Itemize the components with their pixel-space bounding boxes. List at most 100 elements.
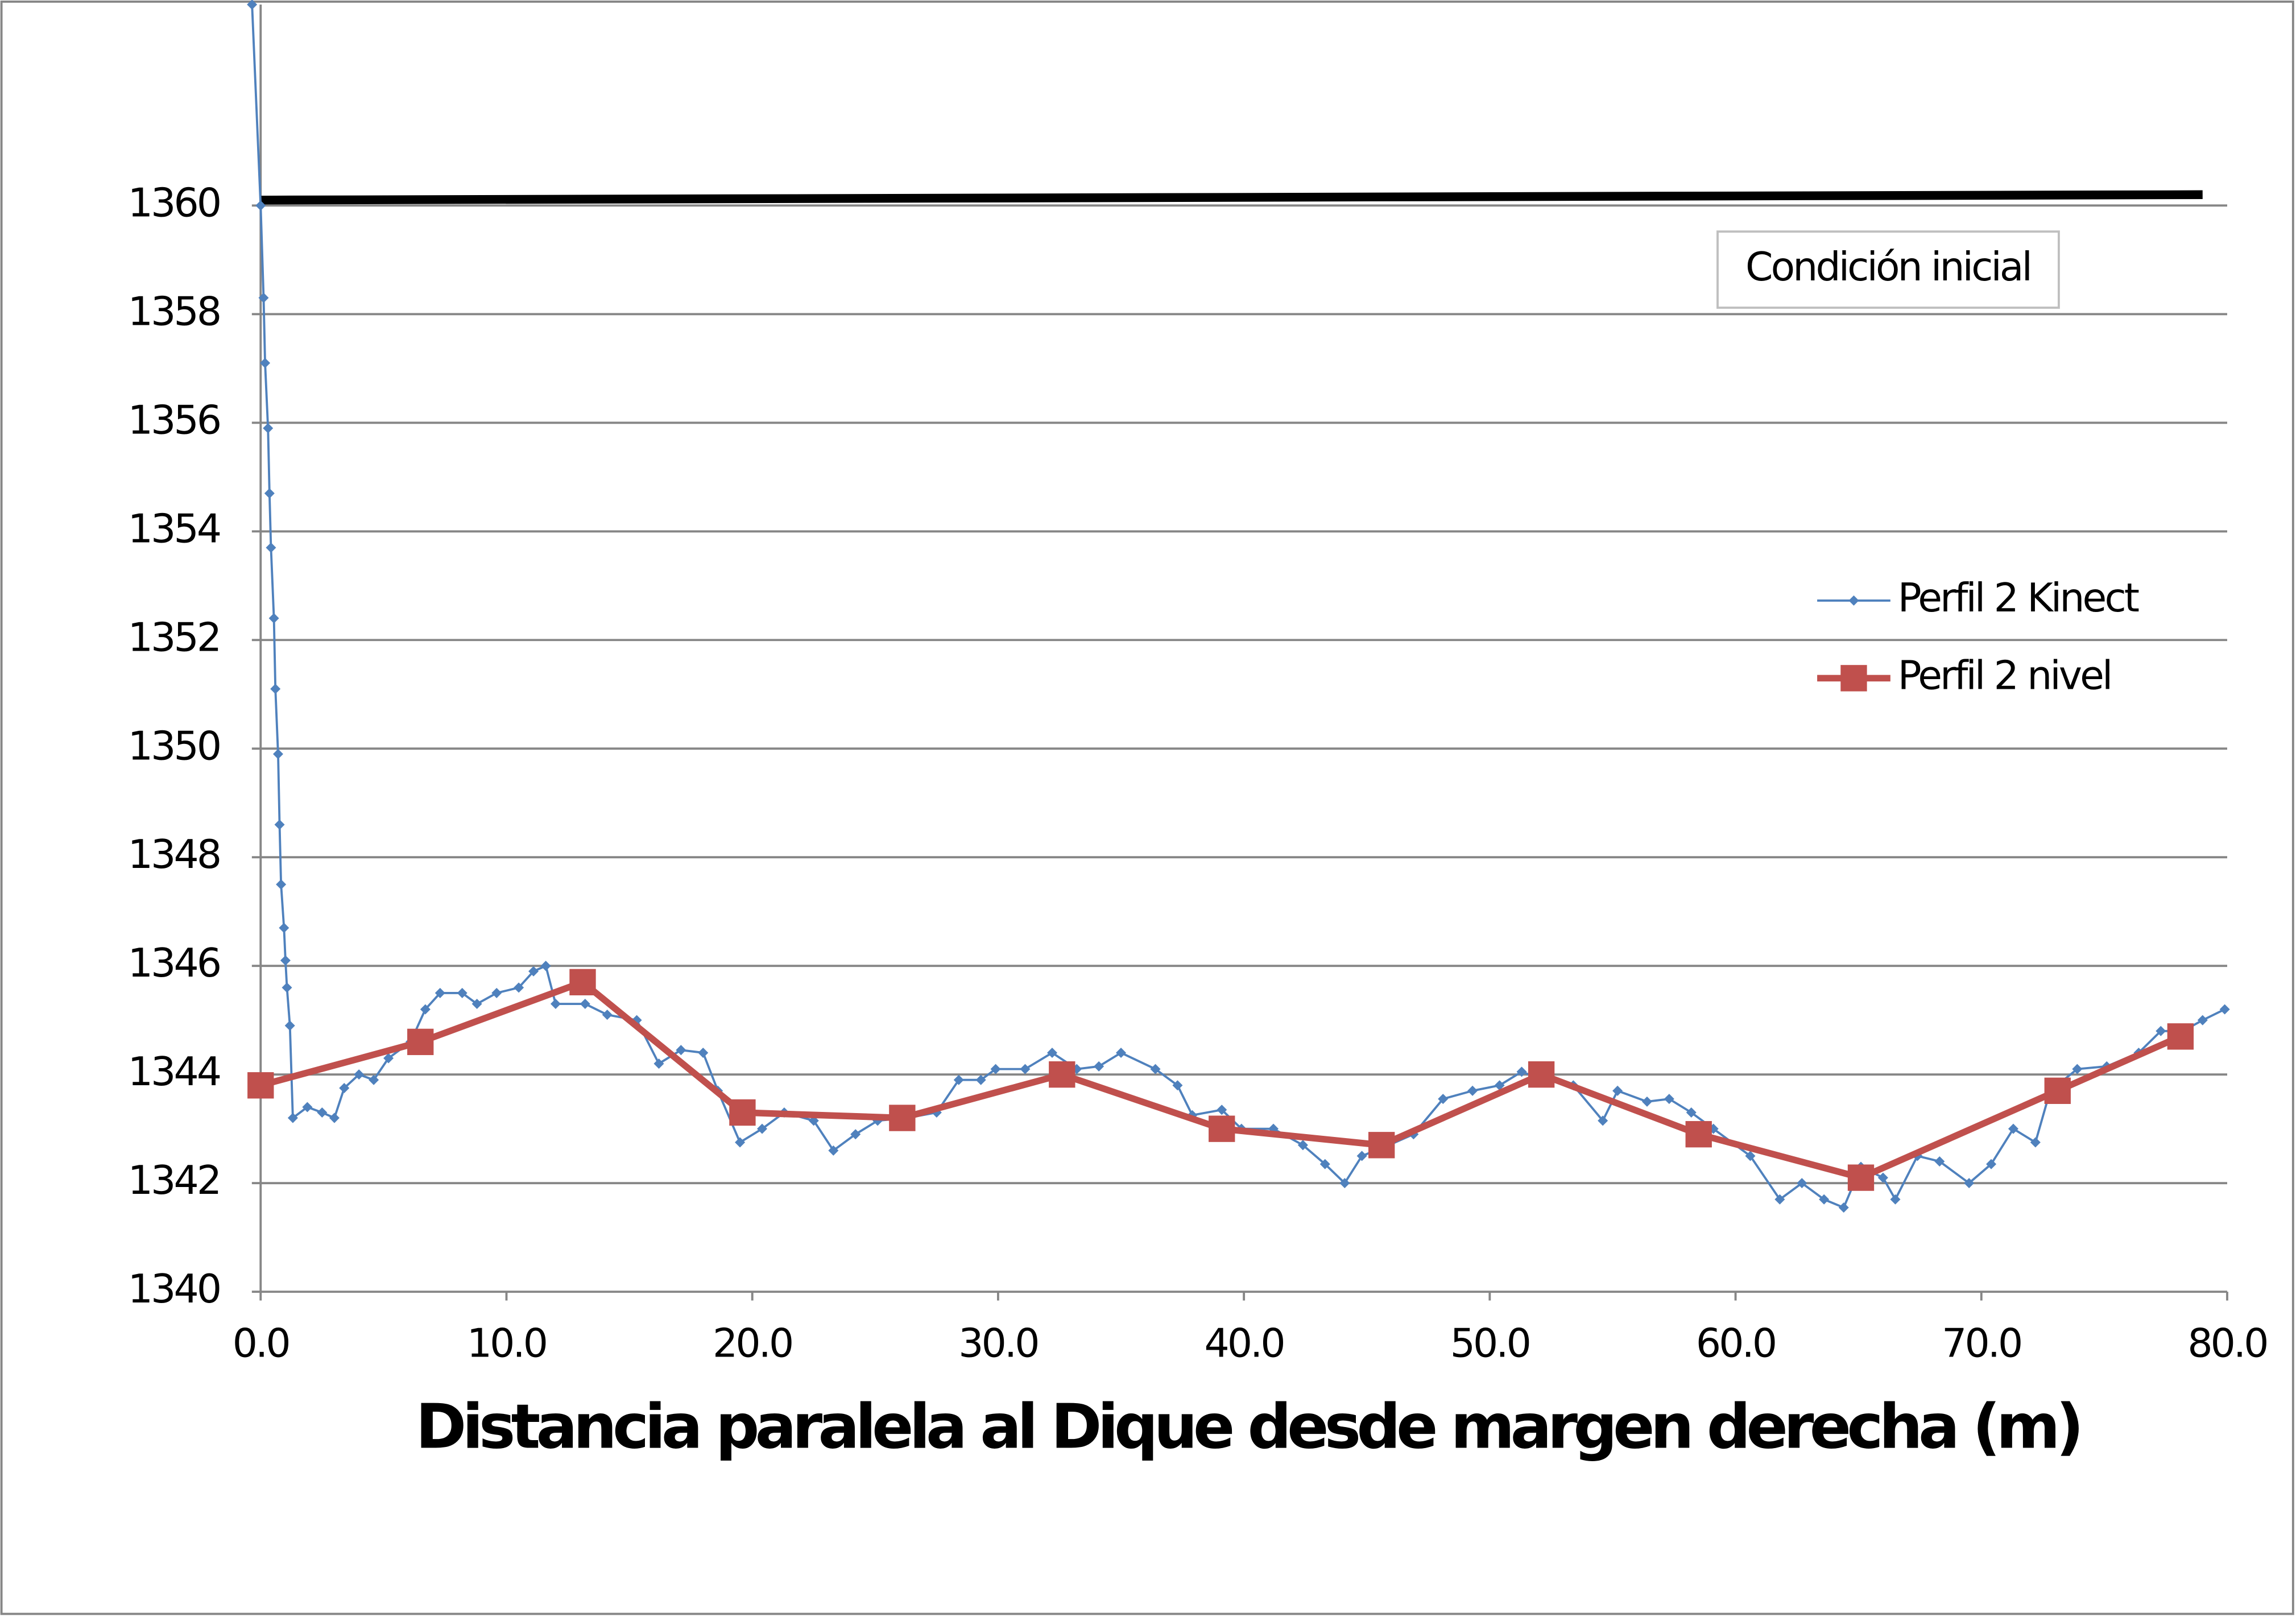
data-point [2219,1004,2230,1015]
data-point [1150,1064,1161,1074]
data-point [260,358,271,369]
y-tick-label: 1346 [128,940,220,986]
data-point [756,1123,768,1134]
y-tick-label: 1340 [128,1266,220,1312]
data-point [1964,1178,1975,1189]
data-point [2044,1077,2071,1104]
data-point [2156,1025,2166,1036]
data-point [1664,1094,1674,1105]
data-point [1641,1096,1652,1107]
data-point [274,819,285,830]
data-point [1172,1080,1183,1091]
x-tick-label: 40.0 [1204,1320,1283,1366]
data-point [272,748,283,759]
legend-marker [1848,595,1859,606]
data-point [266,542,276,553]
data-point [1356,1151,1367,1161]
data-point [1438,1094,1449,1105]
data-point [255,200,266,211]
x-tick-label: 20.0 [713,1320,792,1366]
y-tick-label: 1360 [128,180,220,226]
data-point [1516,1066,1527,1077]
data-point [735,1137,746,1148]
data-point [279,923,289,933]
legend-label: Condición inicial [1745,244,2030,290]
data-point [2197,1015,2208,1025]
data-point [1467,1085,1478,1096]
data-point [263,423,274,433]
data-point [282,982,292,993]
data-point [1020,1064,1031,1074]
data-point [1819,1194,1830,1205]
data-point [1838,1202,1849,1213]
data-point [369,1074,379,1085]
data-point [287,1113,298,1123]
data-point [540,961,551,971]
data-point [1528,1061,1555,1088]
data-point [247,0,258,10]
data-point [420,1004,431,1015]
data-point [354,1069,365,1080]
data-point [329,1113,340,1123]
legend-label: Perfil 2 nivel [1898,652,2111,698]
y-tick-label: 1342 [128,1157,220,1204]
data-point [1934,1156,1945,1167]
y-tick-label: 1350 [128,723,220,769]
x-axis-title: Distancia paralela al Dique desde margen… [416,1391,2080,1462]
x-tick-label: 50.0 [1450,1320,1529,1366]
y-tick-label: 1348 [128,832,220,878]
x-tick-label: 80.0 [2187,1320,2266,1366]
data-point [1685,1121,1712,1148]
data-point [270,684,281,694]
x-tick-label: 70.0 [1942,1320,2021,1366]
data-point [1612,1085,1623,1096]
data-point [383,1053,394,1064]
data-point [1094,1061,1104,1072]
data-point [975,1074,986,1085]
data-point [676,1045,686,1056]
x-tick-label: 60.0 [1696,1320,1775,1366]
data-point [407,1028,434,1056]
data-point [302,1102,313,1113]
data-point [1339,1178,1350,1189]
data-point [276,879,287,890]
data-point [653,1058,664,1069]
y-tick-label: 1356 [128,397,220,443]
data-point [2167,1023,2194,1050]
data-point [1745,1151,1756,1161]
x-tick-label: 30.0 [958,1320,1037,1366]
data-point [1890,1194,1901,1205]
data-point [1368,1132,1395,1159]
data-point [1847,1164,1875,1191]
legend-marker [1840,665,1867,692]
y-tick-label: 1354 [128,506,220,552]
data-point [602,1010,613,1020]
data-point [2008,1123,2018,1134]
data-point [268,613,279,624]
data-point [317,1107,328,1118]
data-point [2072,1064,2083,1074]
data-point [729,1099,756,1126]
x-tick-label: 0.0 [233,1320,289,1366]
data-point [1049,1061,1075,1088]
data-point [1686,1107,1697,1118]
data-point [889,1105,916,1131]
data-point [280,955,291,966]
data-point [1046,1047,1058,1058]
data-point [1297,1140,1308,1151]
legend-label: Perfil 2 Kinect [1898,575,2139,621]
data-point [1877,1172,1888,1183]
data-point [1598,1115,1608,1126]
data-point [990,1064,1001,1074]
data-point [264,488,275,499]
data-point [1986,1159,1997,1169]
y-tick-label: 1344 [128,1049,220,1095]
data-point [1209,1115,1235,1142]
data-point [247,1072,274,1099]
data-point [1116,1047,1127,1058]
data-point [953,1074,964,1085]
data-point [1217,1105,1227,1115]
data-point [850,1129,861,1140]
